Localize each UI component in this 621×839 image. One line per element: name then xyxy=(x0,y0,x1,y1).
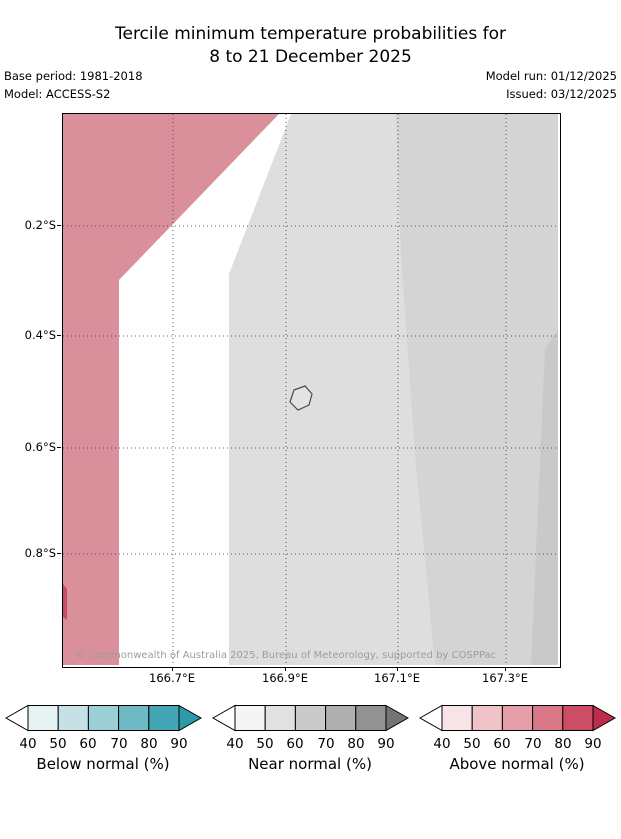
colorbar-arrow-left xyxy=(211,704,236,732)
colorbar-tick: 70 xyxy=(317,736,335,752)
colorbar-tick: 80 xyxy=(347,736,365,752)
model-run-text: Model run: 01/12/2025 xyxy=(485,69,617,83)
legend-label-near-normal: Near normal (%) xyxy=(248,755,372,773)
chart-title: Tercile minimum temperature probabilitie… xyxy=(0,23,621,69)
colorbar-tick: 90 xyxy=(584,736,602,752)
x-tick-label: 166.7°E xyxy=(149,671,195,685)
colorbar-arrow-left xyxy=(4,704,29,732)
above-normal-region xyxy=(63,114,279,665)
copyright-text: © Commonwealth of Australia 2025, Bureau… xyxy=(75,650,497,661)
colorbar-arrow-right xyxy=(385,704,409,732)
colorbar-tick: 40 xyxy=(226,736,244,752)
colorbar-tick: 80 xyxy=(554,736,572,752)
colorbar-segment xyxy=(532,705,564,731)
x-tick-label: 166.9°E xyxy=(262,671,308,685)
colorbar-segment xyxy=(57,705,89,731)
y-tick-label: 0.2°S xyxy=(24,218,56,232)
x-tick-label: 167.1°E xyxy=(374,671,420,685)
colorbar-segment xyxy=(562,705,594,731)
issued-text: Issued: 03/12/2025 xyxy=(506,87,617,101)
colorbar-tick: 50 xyxy=(256,736,274,752)
colorbar-segment xyxy=(325,705,357,731)
map-plot: © Commonwealth of Australia 2025, Bureau… xyxy=(62,113,561,668)
x-tick-label: 167.3°E xyxy=(482,671,528,685)
near-normal-dark-wedge xyxy=(531,329,558,665)
colorbar-segment xyxy=(87,705,120,731)
colorbar-segment xyxy=(148,705,180,731)
y-tick-label: 0.6°S xyxy=(24,440,56,454)
colorbar-tick: 50 xyxy=(463,736,481,752)
colorbar-segment xyxy=(118,705,150,731)
colorbar-tick: 50 xyxy=(49,736,67,752)
colorbar-tick: 90 xyxy=(170,736,188,752)
colorbar-segment xyxy=(234,705,266,731)
colorbar-near-normal xyxy=(211,704,409,732)
colorbar-segment xyxy=(27,705,59,731)
y-tick-mark xyxy=(57,553,61,554)
colorbar-segment xyxy=(471,705,503,731)
colorbar-tick: 70 xyxy=(110,736,128,752)
colorbar-tick: 80 xyxy=(140,736,158,752)
legend-label-below-normal: Below normal (%) xyxy=(36,755,170,773)
chart-title-line2: 8 to 21 December 2025 xyxy=(209,47,412,67)
island-outline xyxy=(289,385,313,411)
base-period-text: Base period: 1981-2018 xyxy=(4,69,143,83)
colorbar-tick: 70 xyxy=(524,736,542,752)
x-tick-mark xyxy=(505,667,506,671)
colorbar-tick: 40 xyxy=(19,736,37,752)
legend-above-normal: 40 50 60 70 80 90 Above normal (%) xyxy=(418,702,616,773)
legend-label-above-normal: Above normal (%) xyxy=(449,755,585,773)
y-tick-mark xyxy=(57,447,61,448)
y-tick-mark xyxy=(57,335,61,336)
map-canvas xyxy=(63,114,558,665)
above-normal-high-sliver xyxy=(63,584,67,620)
x-tick-mark xyxy=(285,667,286,671)
x-tick-mark xyxy=(397,667,398,671)
y-tick-label: 0.4°S xyxy=(24,328,56,342)
colorbar-tick: 60 xyxy=(493,736,511,752)
y-tick-mark xyxy=(57,225,61,226)
colorbar-tick: 60 xyxy=(79,736,97,752)
x-tick-mark xyxy=(172,667,173,671)
legend-below-normal: 40 50 60 70 80 90 Below normal (%) xyxy=(4,702,202,773)
colorbar-arrow-right xyxy=(178,704,202,732)
gridlines xyxy=(63,114,558,665)
model-text: Model: ACCESS-S2 xyxy=(4,87,111,101)
colorbar-arrow-left xyxy=(418,704,443,732)
colorbar-below-normal xyxy=(4,704,202,732)
colorbar-ticks: 40 50 60 70 80 90 xyxy=(211,734,409,752)
legend-near-normal: 40 50 60 70 80 90 Near normal (%) xyxy=(211,702,409,773)
colorbar-ticks: 40 50 60 70 80 90 xyxy=(418,734,616,752)
chart-title-line1: Tercile minimum temperature probabilitie… xyxy=(114,24,507,44)
near-normal-mid-region xyxy=(396,114,558,665)
colorbar-segment xyxy=(355,705,387,731)
colorbar-segment xyxy=(294,705,327,731)
colorbar-arrow-right xyxy=(592,704,616,732)
colorbar-segment xyxy=(264,705,296,731)
colorbar-above-normal xyxy=(418,704,616,732)
colorbar-segment xyxy=(441,705,473,731)
colorbar-segment xyxy=(501,705,534,731)
y-tick-label: 0.8°S xyxy=(24,546,56,560)
colorbar-tick: 40 xyxy=(433,736,451,752)
colorbar-ticks: 40 50 60 70 80 90 xyxy=(4,734,202,752)
colorbar-tick: 90 xyxy=(377,736,395,752)
colorbar-tick: 60 xyxy=(286,736,304,752)
